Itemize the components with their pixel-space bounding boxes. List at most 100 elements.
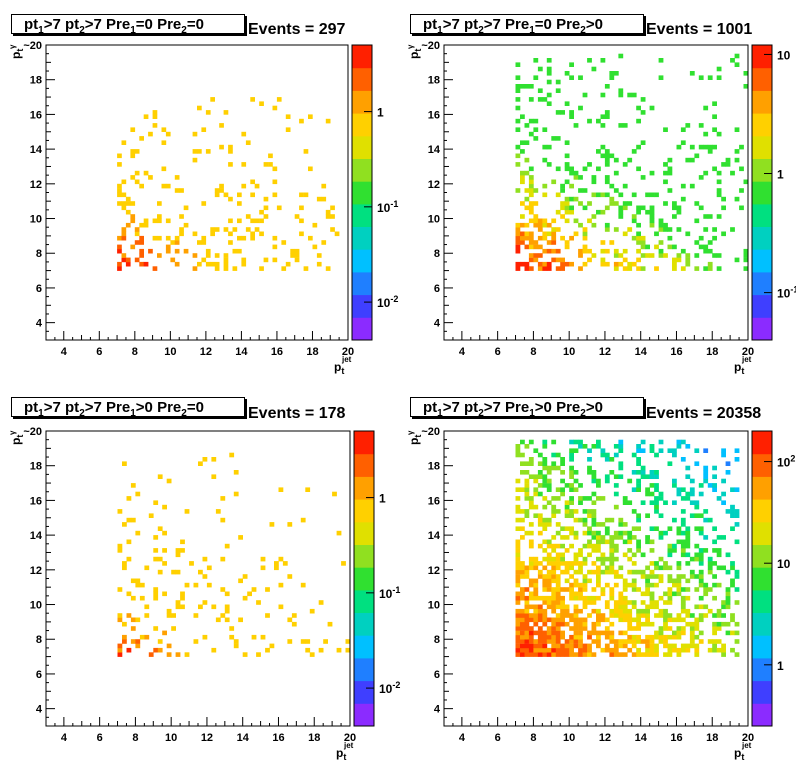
heatmap-cell (555, 600, 561, 605)
heatmap-cell (144, 565, 150, 571)
heatmap-cell (640, 613, 646, 618)
heatmap-cell (520, 470, 525, 475)
heatmap-cell (649, 105, 655, 111)
heatmap-cell (250, 218, 255, 224)
heatmap-cell (228, 231, 233, 237)
heatmap-cell (533, 647, 539, 653)
heatmap-cell (716, 608, 722, 614)
heatmap-cell (157, 201, 162, 206)
heatmap-cell (515, 509, 521, 514)
heatmap-cell (528, 630, 534, 636)
heatmap-cell (569, 652, 574, 657)
heatmap-cell (609, 240, 615, 245)
x-tick-label: 12 (599, 732, 611, 744)
heatmap-cell (515, 600, 521, 605)
heatmap-cell (649, 652, 655, 657)
heatmap-cell (528, 118, 534, 124)
color-scale-step (352, 90, 372, 114)
heatmap-cell (680, 127, 686, 132)
heatmap-cell (613, 483, 619, 488)
heatmap-cell (631, 569, 637, 575)
heatmap-cell (587, 496, 592, 501)
heatmap-cell (582, 556, 588, 562)
heatmap-cell (520, 114, 525, 119)
heatmap-cell (125, 261, 131, 267)
heatmap-cell (560, 617, 565, 623)
heatmap-cell (303, 192, 309, 198)
heatmap-cell (685, 496, 691, 501)
y-tick-label: 8 (36, 634, 42, 646)
heatmap-cell (596, 539, 601, 545)
heatmap-cell (582, 235, 588, 241)
color-scale-step (752, 521, 772, 545)
color-scale-step (354, 476, 374, 500)
heatmap-cell (636, 613, 641, 618)
heatmap-cell (604, 192, 610, 198)
heatmap-cell (161, 183, 167, 189)
color-scale-step (752, 271, 772, 296)
heatmap-cell (587, 578, 592, 584)
heatmap-cell (703, 535, 709, 540)
heatmap-cell (564, 608, 570, 614)
heatmap-cell (546, 552, 552, 558)
heatmap-cell (573, 552, 579, 558)
heatmap-cell (587, 652, 592, 657)
heatmap-cell (537, 574, 543, 579)
heatmap-cell (125, 209, 131, 215)
heatmap-cell (117, 587, 123, 592)
y-axis-label-sup: γ (8, 44, 17, 49)
heatmap-cell (520, 140, 525, 145)
heatmap-cell (551, 509, 557, 514)
heatmap-cell (676, 257, 682, 263)
heatmap-cell (582, 643, 588, 649)
heatmap-cell (698, 235, 704, 241)
heatmap-cell (130, 578, 136, 584)
heatmap-cell (604, 626, 610, 631)
heatmap-cell (533, 604, 539, 610)
heatmap-cell (157, 214, 162, 219)
heatmap-cell (640, 621, 646, 627)
heatmap-cell (676, 647, 682, 653)
heatmap-cell (560, 257, 565, 263)
heatmap-cell (631, 92, 637, 98)
heatmap-cell (546, 630, 552, 636)
heatmap-cell (214, 261, 220, 267)
heatmap-cell (564, 140, 570, 145)
heatmap-cell (528, 266, 534, 271)
heatmap-cell (542, 97, 548, 102)
y-tick-label: 8 (434, 634, 440, 646)
heatmap-cell (162, 548, 167, 553)
heatmap-cell (265, 587, 270, 592)
heatmap-cell (520, 630, 525, 636)
heatmap-cell (555, 136, 561, 141)
heatmap-cell (515, 548, 521, 553)
heatmap-cell (537, 630, 543, 636)
heatmap-cell (631, 643, 637, 649)
heatmap-cell (636, 205, 641, 211)
heatmap-cell (658, 630, 664, 636)
heatmap-cell (515, 574, 521, 579)
heatmap-cell (645, 253, 650, 258)
heatmap-cell (680, 530, 686, 536)
heatmap-cell (223, 266, 229, 271)
heatmap-cell (170, 240, 176, 245)
heatmap-cell (609, 517, 615, 523)
heatmap-cell (604, 478, 610, 484)
heatmap-cell (564, 201, 570, 206)
color-scale-frame (751, 44, 773, 341)
heatmap-cell (551, 600, 557, 605)
heatmap-cell (676, 587, 682, 592)
heatmap-cell (676, 565, 682, 571)
heatmap-cell (520, 439, 525, 445)
color-scale-step (752, 181, 772, 205)
heatmap-cell (730, 630, 735, 636)
heatmap-cell (533, 621, 539, 627)
heatmap-cell (220, 587, 226, 592)
heatmap-cell (537, 604, 543, 610)
heatmap-cell (680, 487, 686, 492)
heatmap-cell (730, 578, 735, 584)
heatmap-cell (546, 652, 552, 657)
y-tick-label: 6 (434, 669, 440, 681)
heatmap-cell (299, 192, 304, 198)
heatmap-cell (537, 613, 543, 618)
